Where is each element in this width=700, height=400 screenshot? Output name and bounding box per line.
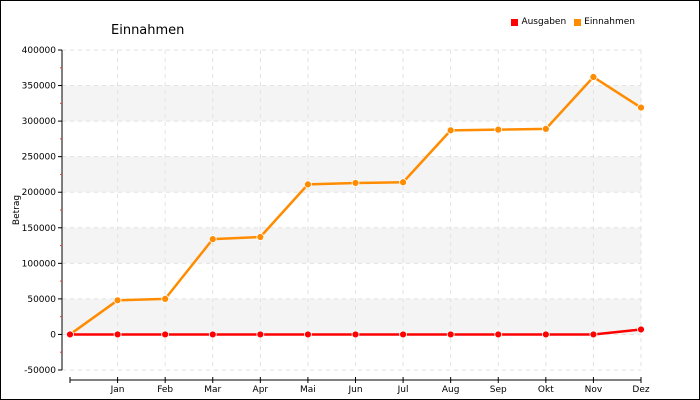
y-tick-label: 300000: [22, 117, 57, 127]
grid-band: [62, 85, 641, 122]
y-tick-label: 350000: [22, 82, 57, 92]
data-point-ausgaben: [66, 330, 74, 339]
legend-swatch-ausgaben: [511, 18, 519, 26]
data-point-einnahmen: [161, 294, 170, 303]
data-point-einnahmen: [256, 233, 265, 241]
y-tick-label: 250000: [22, 153, 57, 163]
data-point-einnahmen: [589, 73, 598, 81]
chart-legend: Ausgaben Einnahmen: [511, 17, 635, 27]
x-tick-label: Feb: [157, 385, 173, 395]
y-axis-label: Betrag: [12, 195, 22, 225]
data-point-einnahmen: [637, 103, 645, 112]
y-tick-label: 400000: [22, 46, 57, 56]
legend-label-einnahmen: Einnahmen: [584, 17, 635, 27]
x-tick-label: Aug: [442, 385, 460, 395]
legend-item-ausgaben: Ausgaben: [511, 17, 566, 27]
data-point-ausgaben: [304, 330, 312, 339]
data-point-ausgaben: [494, 330, 503, 339]
grid-band: [62, 298, 641, 335]
data-point-ausgaben: [446, 330, 455, 339]
x-tick-label: Mar: [204, 385, 221, 395]
x-tick-label: Jul: [397, 385, 409, 395]
y-tick-label: 0: [50, 330, 56, 340]
data-point-ausgaben: [399, 330, 407, 339]
data-point-ausgaben: [541, 330, 550, 339]
x-tick-label: Sep: [490, 385, 507, 395]
legend-label-ausgaben: Ausgaben: [521, 17, 567, 27]
y-tick-label: -50000: [24, 366, 56, 376]
data-point-einnahmen: [304, 180, 312, 189]
x-tick-label: Apr: [253, 385, 269, 395]
data-point-einnahmen: [446, 126, 455, 135]
legend-swatch-einnahmen: [574, 18, 582, 26]
data-point-einnahmen: [351, 179, 360, 187]
grid-band: [62, 227, 641, 264]
y-tick-label: 50000: [27, 295, 56, 305]
x-tick-label: Nov: [585, 385, 603, 395]
data-point-ausgaben: [208, 330, 217, 339]
y-tick-label: 150000: [22, 224, 57, 234]
x-tick-label: Jun: [347, 385, 362, 395]
x-tick-label: Dez: [632, 385, 649, 395]
data-point-ausgaben: [589, 330, 598, 339]
data-point-ausgaben: [256, 330, 265, 339]
data-point-ausgaben: [637, 325, 645, 334]
grid-band: [62, 156, 641, 193]
y-tick-label: 200000: [22, 188, 57, 198]
data-point-einnahmen: [208, 235, 217, 244]
data-point-einnahmen: [494, 125, 503, 134]
chart-title: Einnahmen: [111, 23, 185, 38]
data-point-ausgaben: [351, 330, 360, 339]
legend-item-einnahmen: Einnahmen: [574, 17, 635, 27]
data-point-ausgaben: [161, 330, 170, 339]
y-tick-label: 100000: [22, 259, 57, 269]
x-tick-label: Okt: [538, 385, 554, 395]
x-tick-label: Mai: [300, 385, 316, 395]
data-point-einnahmen: [399, 178, 407, 187]
data-point-einnahmen: [113, 296, 122, 305]
data-point-einnahmen: [541, 125, 550, 133]
data-point-ausgaben: [113, 330, 122, 339]
x-tick-label: Jan: [110, 385, 125, 395]
